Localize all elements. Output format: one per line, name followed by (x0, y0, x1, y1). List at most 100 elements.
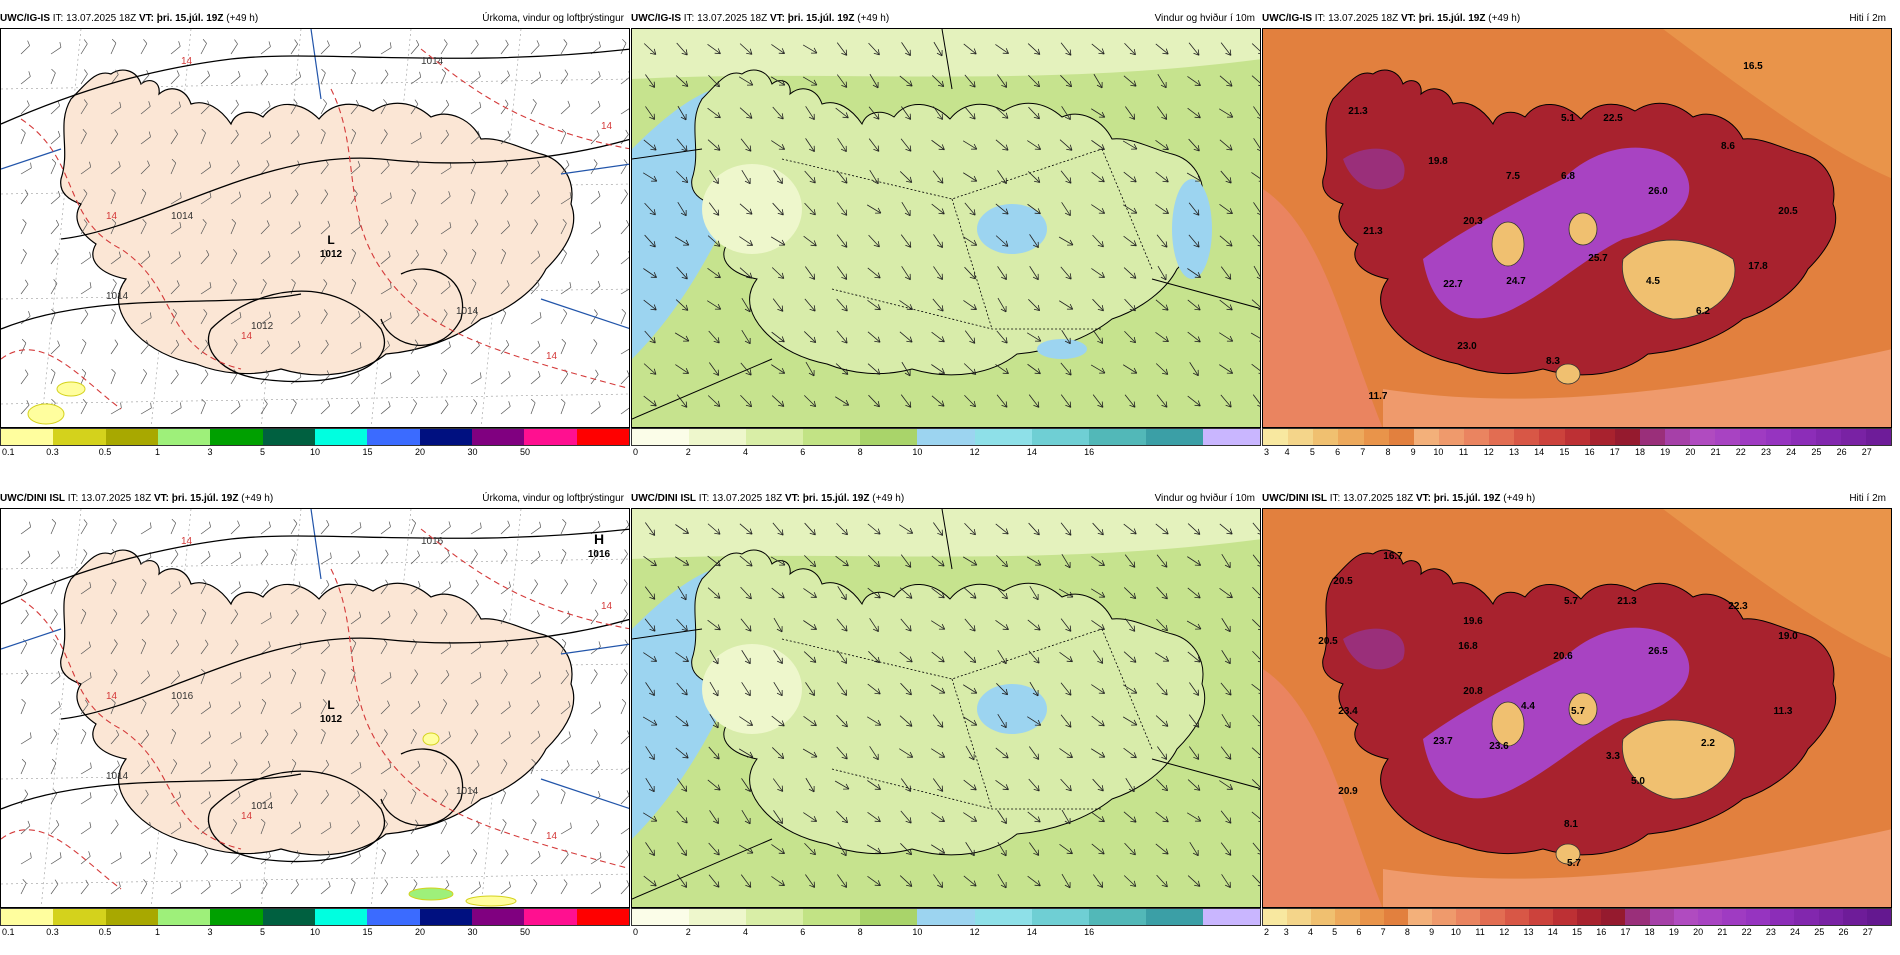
colorbar-swatch (746, 429, 804, 445)
glacier-cold-area (1555, 843, 1581, 865)
isotherm-label: 14 (241, 811, 253, 822)
wind-arrow (1187, 331, 1201, 343)
wind-barb (560, 160, 570, 175)
wind-arrow (771, 364, 786, 374)
colorbar-tick-label: 17 (1620, 927, 1631, 937)
isotherm-label: 14 (241, 331, 253, 342)
wind-arrow (643, 363, 657, 375)
wind-arrow (1059, 652, 1073, 663)
boundary-line (560, 163, 629, 175)
wind-barb (350, 638, 357, 655)
isotherm-label: 14 (546, 831, 558, 842)
wind-barb (320, 552, 332, 565)
wind-arrow (772, 202, 784, 216)
wind-arrow (644, 586, 656, 600)
wind-arrow (1060, 42, 1072, 56)
wind-barb (50, 41, 62, 55)
wind-arrow (899, 75, 913, 87)
colorbar-tick-label: 20 (414, 447, 426, 457)
temperature-label: 6.2 (1696, 306, 1710, 317)
wind-arrow (1122, 684, 1138, 694)
wind-arrow (899, 715, 913, 727)
wind-arrow (1028, 106, 1040, 120)
wind-arrow (1252, 586, 1260, 600)
wind-barb (20, 820, 31, 835)
wind-barb (290, 609, 299, 625)
wind-barb (560, 579, 568, 595)
wind-arrow (676, 618, 688, 632)
precip-map: 1014 1014 1012 1014 1014 14 14 14 14 14 L 1012 (0, 28, 630, 428)
colorbar-swatch (524, 429, 577, 445)
wind-arrow (1221, 713, 1231, 729)
wind-arrow (931, 555, 945, 567)
sea-temperature-band (1263, 189, 1383, 427)
wind-arrow (1156, 618, 1168, 632)
colorbar-tick-label: 13 (1523, 927, 1534, 937)
wind-barb (140, 369, 147, 385)
colorbar-swatch (1088, 429, 1146, 445)
wind-arrow (676, 266, 688, 280)
wind-arrow (1220, 42, 1232, 56)
colorbar-swatch (1790, 429, 1816, 445)
wind-arrow (867, 331, 881, 343)
strong-wind-area (977, 684, 1047, 734)
wind-barb (20, 40, 30, 55)
colorbar-tick-label: 20 (1685, 447, 1696, 457)
wind-barb (50, 279, 58, 295)
wind-barb (620, 347, 629, 355)
wind-arrow (676, 778, 688, 792)
temperature-label: 5.7 (1564, 596, 1578, 607)
wind-barb (50, 879, 59, 895)
wind-barb (200, 521, 211, 535)
wind-arrow (1093, 73, 1103, 89)
wind-barb (140, 729, 149, 745)
wind-barb (230, 39, 238, 55)
wind-barb (530, 250, 541, 265)
wind-barb (620, 107, 629, 115)
wind-arrow (963, 43, 977, 55)
wind-barb (620, 609, 628, 625)
wind-barb (260, 792, 272, 805)
region-boundary (951, 678, 993, 810)
model-name: UWC/IG-IS (1262, 13, 1312, 24)
lead-time: (+49 h) (1488, 13, 1521, 24)
wind-arrow (770, 76, 786, 86)
wind-arrow (1252, 234, 1260, 248)
wind-barb (470, 340, 480, 355)
wind-arrow (1219, 299, 1233, 311)
wind-arrow (1091, 204, 1106, 214)
wind-barb (410, 279, 418, 295)
wind-arrow (1189, 362, 1199, 377)
wind-barb (620, 370, 629, 385)
wind-arrow (1123, 875, 1137, 887)
wind-arrow (1187, 587, 1201, 599)
wind-barb (470, 39, 479, 55)
wind-arrow (1253, 265, 1260, 281)
wind-barb (620, 761, 629, 775)
isobar-label: 1012 (251, 321, 274, 332)
wind-barb (110, 101, 122, 115)
it-value: 13.07.2025 18Z (81, 493, 152, 504)
warm-area (1423, 147, 1690, 319)
wind-arrow (1027, 43, 1041, 55)
wind-barb (170, 670, 180, 685)
wind-barb (260, 279, 267, 295)
colorbar-tick-label: 15 (362, 927, 373, 937)
isobar-label: 1014 (171, 211, 194, 222)
wind-barb (380, 761, 392, 775)
sea-temperature-band (1663, 29, 1891, 179)
wind-barb (110, 578, 117, 595)
wind-barb (410, 188, 416, 205)
isotherm (1, 829, 122, 890)
wind-barb (440, 759, 448, 775)
temperature-label: 26.0 (1648, 186, 1668, 197)
wind-barb (410, 849, 420, 865)
wind-arrow (1253, 138, 1260, 153)
isobar (1, 528, 629, 605)
wind-barb (230, 99, 239, 115)
wind-barb (410, 700, 421, 715)
colorbar-swatch (1614, 429, 1640, 445)
wind-arrow (964, 618, 976, 632)
pressure-center-value: 1012 (320, 249, 343, 260)
wind-barb (530, 398, 536, 415)
